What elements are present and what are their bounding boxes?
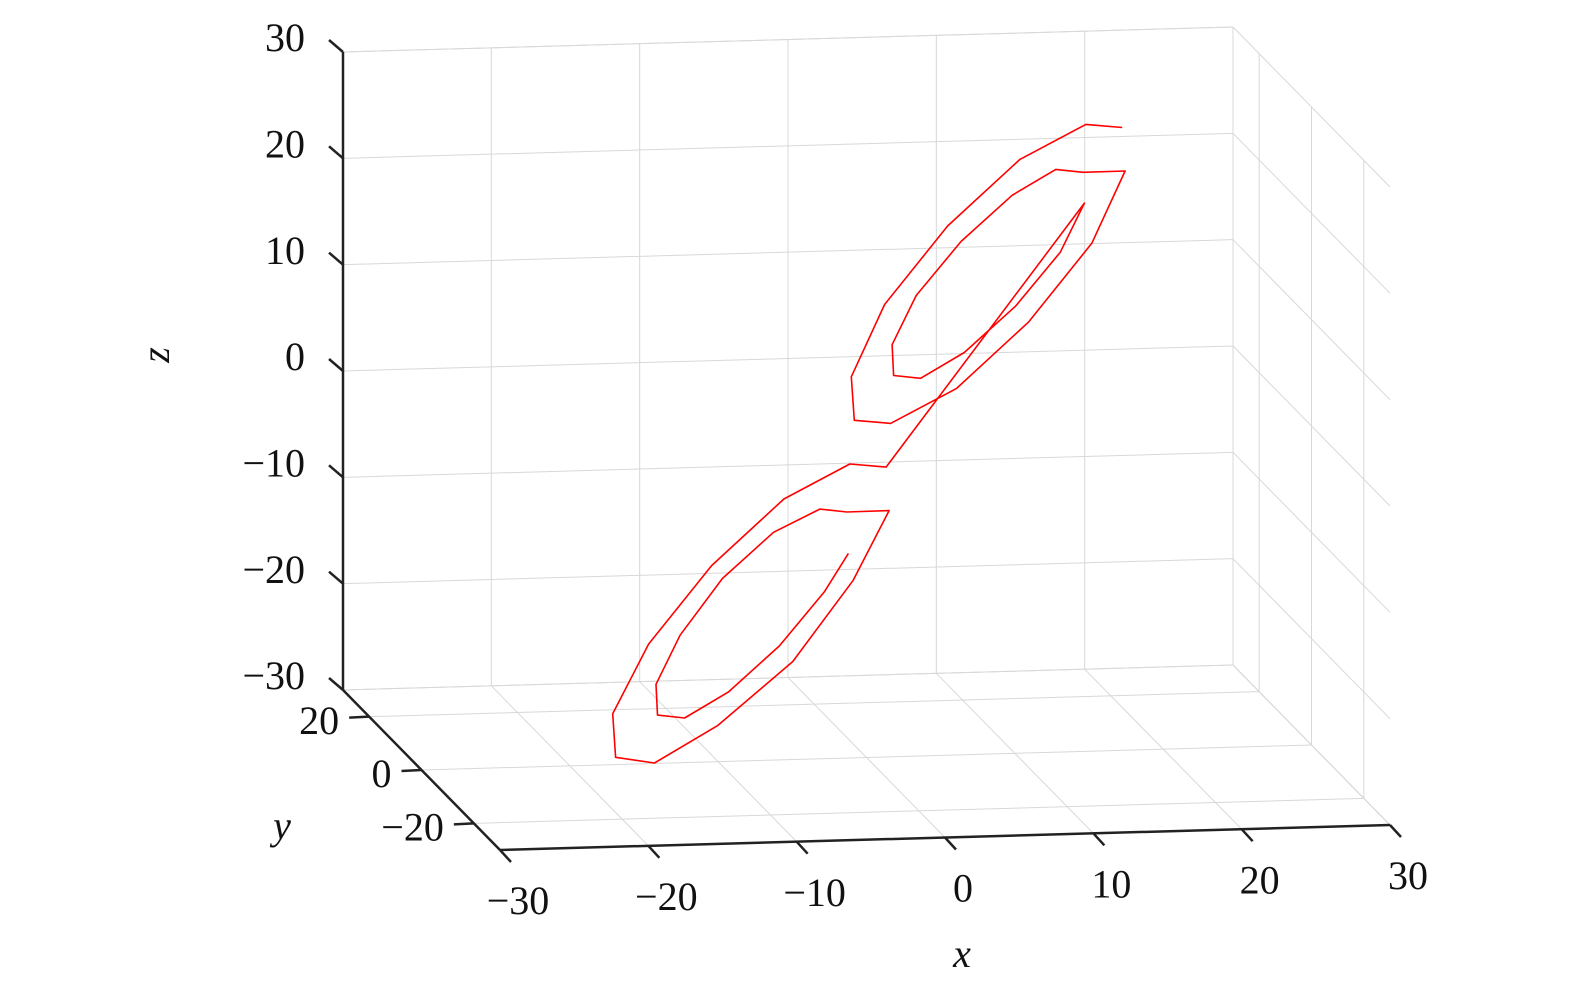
- z-tick-label: 30: [265, 15, 305, 60]
- z-tick: [328, 358, 344, 372]
- x-tick-label: 20: [1240, 857, 1280, 902]
- trajectory: [611, 123, 1126, 764]
- grid-line: [1232, 451, 1391, 613]
- grid-line: [1232, 26, 1391, 188]
- grid-line: [473, 797, 1364, 824]
- grid-line: [421, 744, 1312, 771]
- z-tick: [328, 251, 344, 266]
- y-tick: [401, 768, 422, 773]
- z-tick-label: −20: [242, 547, 305, 592]
- z-tick: [328, 39, 344, 53]
- grid-line: [1232, 664, 1391, 826]
- grid-line: [342, 664, 1234, 691]
- z-tick-label: 0: [285, 334, 305, 379]
- grid-line: [1232, 345, 1391, 507]
- y-axis-label: y: [269, 803, 291, 848]
- x-tick: [499, 849, 512, 863]
- z-tick-label: 10: [265, 228, 305, 273]
- x-tick: [944, 836, 957, 851]
- grid-line: [342, 451, 1234, 478]
- x-tick: [1092, 832, 1106, 847]
- x-tick-label: −10: [783, 870, 846, 915]
- grid: [342, 26, 1391, 851]
- z-tick: [328, 464, 344, 479]
- y-tick-label: 20: [299, 698, 339, 743]
- x-tick-label: 10: [1091, 862, 1131, 907]
- grid-line: [342, 26, 1234, 53]
- grid-line: [342, 239, 1234, 266]
- grid-line: [1232, 132, 1391, 294]
- y-tick-label: 0: [372, 751, 392, 796]
- x-tick-label: 30: [1388, 853, 1428, 898]
- grid-line: [369, 691, 1260, 718]
- x-tick: [647, 844, 661, 859]
- z-tick: [328, 677, 344, 691]
- z-tick-label: 20: [265, 122, 305, 167]
- x-axis-label: x: [952, 931, 971, 976]
- x-tick-label: −20: [635, 874, 698, 919]
- grid-line: [342, 558, 1234, 585]
- y-tick: [349, 715, 370, 719]
- plot-area: [611, 123, 1126, 764]
- grid-line: [1232, 239, 1391, 401]
- grid-line: [342, 345, 1234, 372]
- x-tick-label: −30: [487, 878, 550, 923]
- grid-line: [1232, 558, 1391, 720]
- grid-line: [342, 132, 1234, 159]
- x-tick: [795, 840, 809, 855]
- z-tick-label: −30: [242, 653, 305, 698]
- z-tick-label: −10: [242, 441, 305, 486]
- z-tick: [328, 145, 344, 160]
- z-axis-label: z: [133, 347, 178, 364]
- x-tick: [1389, 824, 1402, 838]
- z-tick: [328, 570, 344, 585]
- x-tick: [1240, 828, 1254, 843]
- y-tick-label: −20: [381, 805, 444, 850]
- y-tick: [453, 822, 474, 826]
- x-tick-label: 0: [953, 866, 973, 911]
